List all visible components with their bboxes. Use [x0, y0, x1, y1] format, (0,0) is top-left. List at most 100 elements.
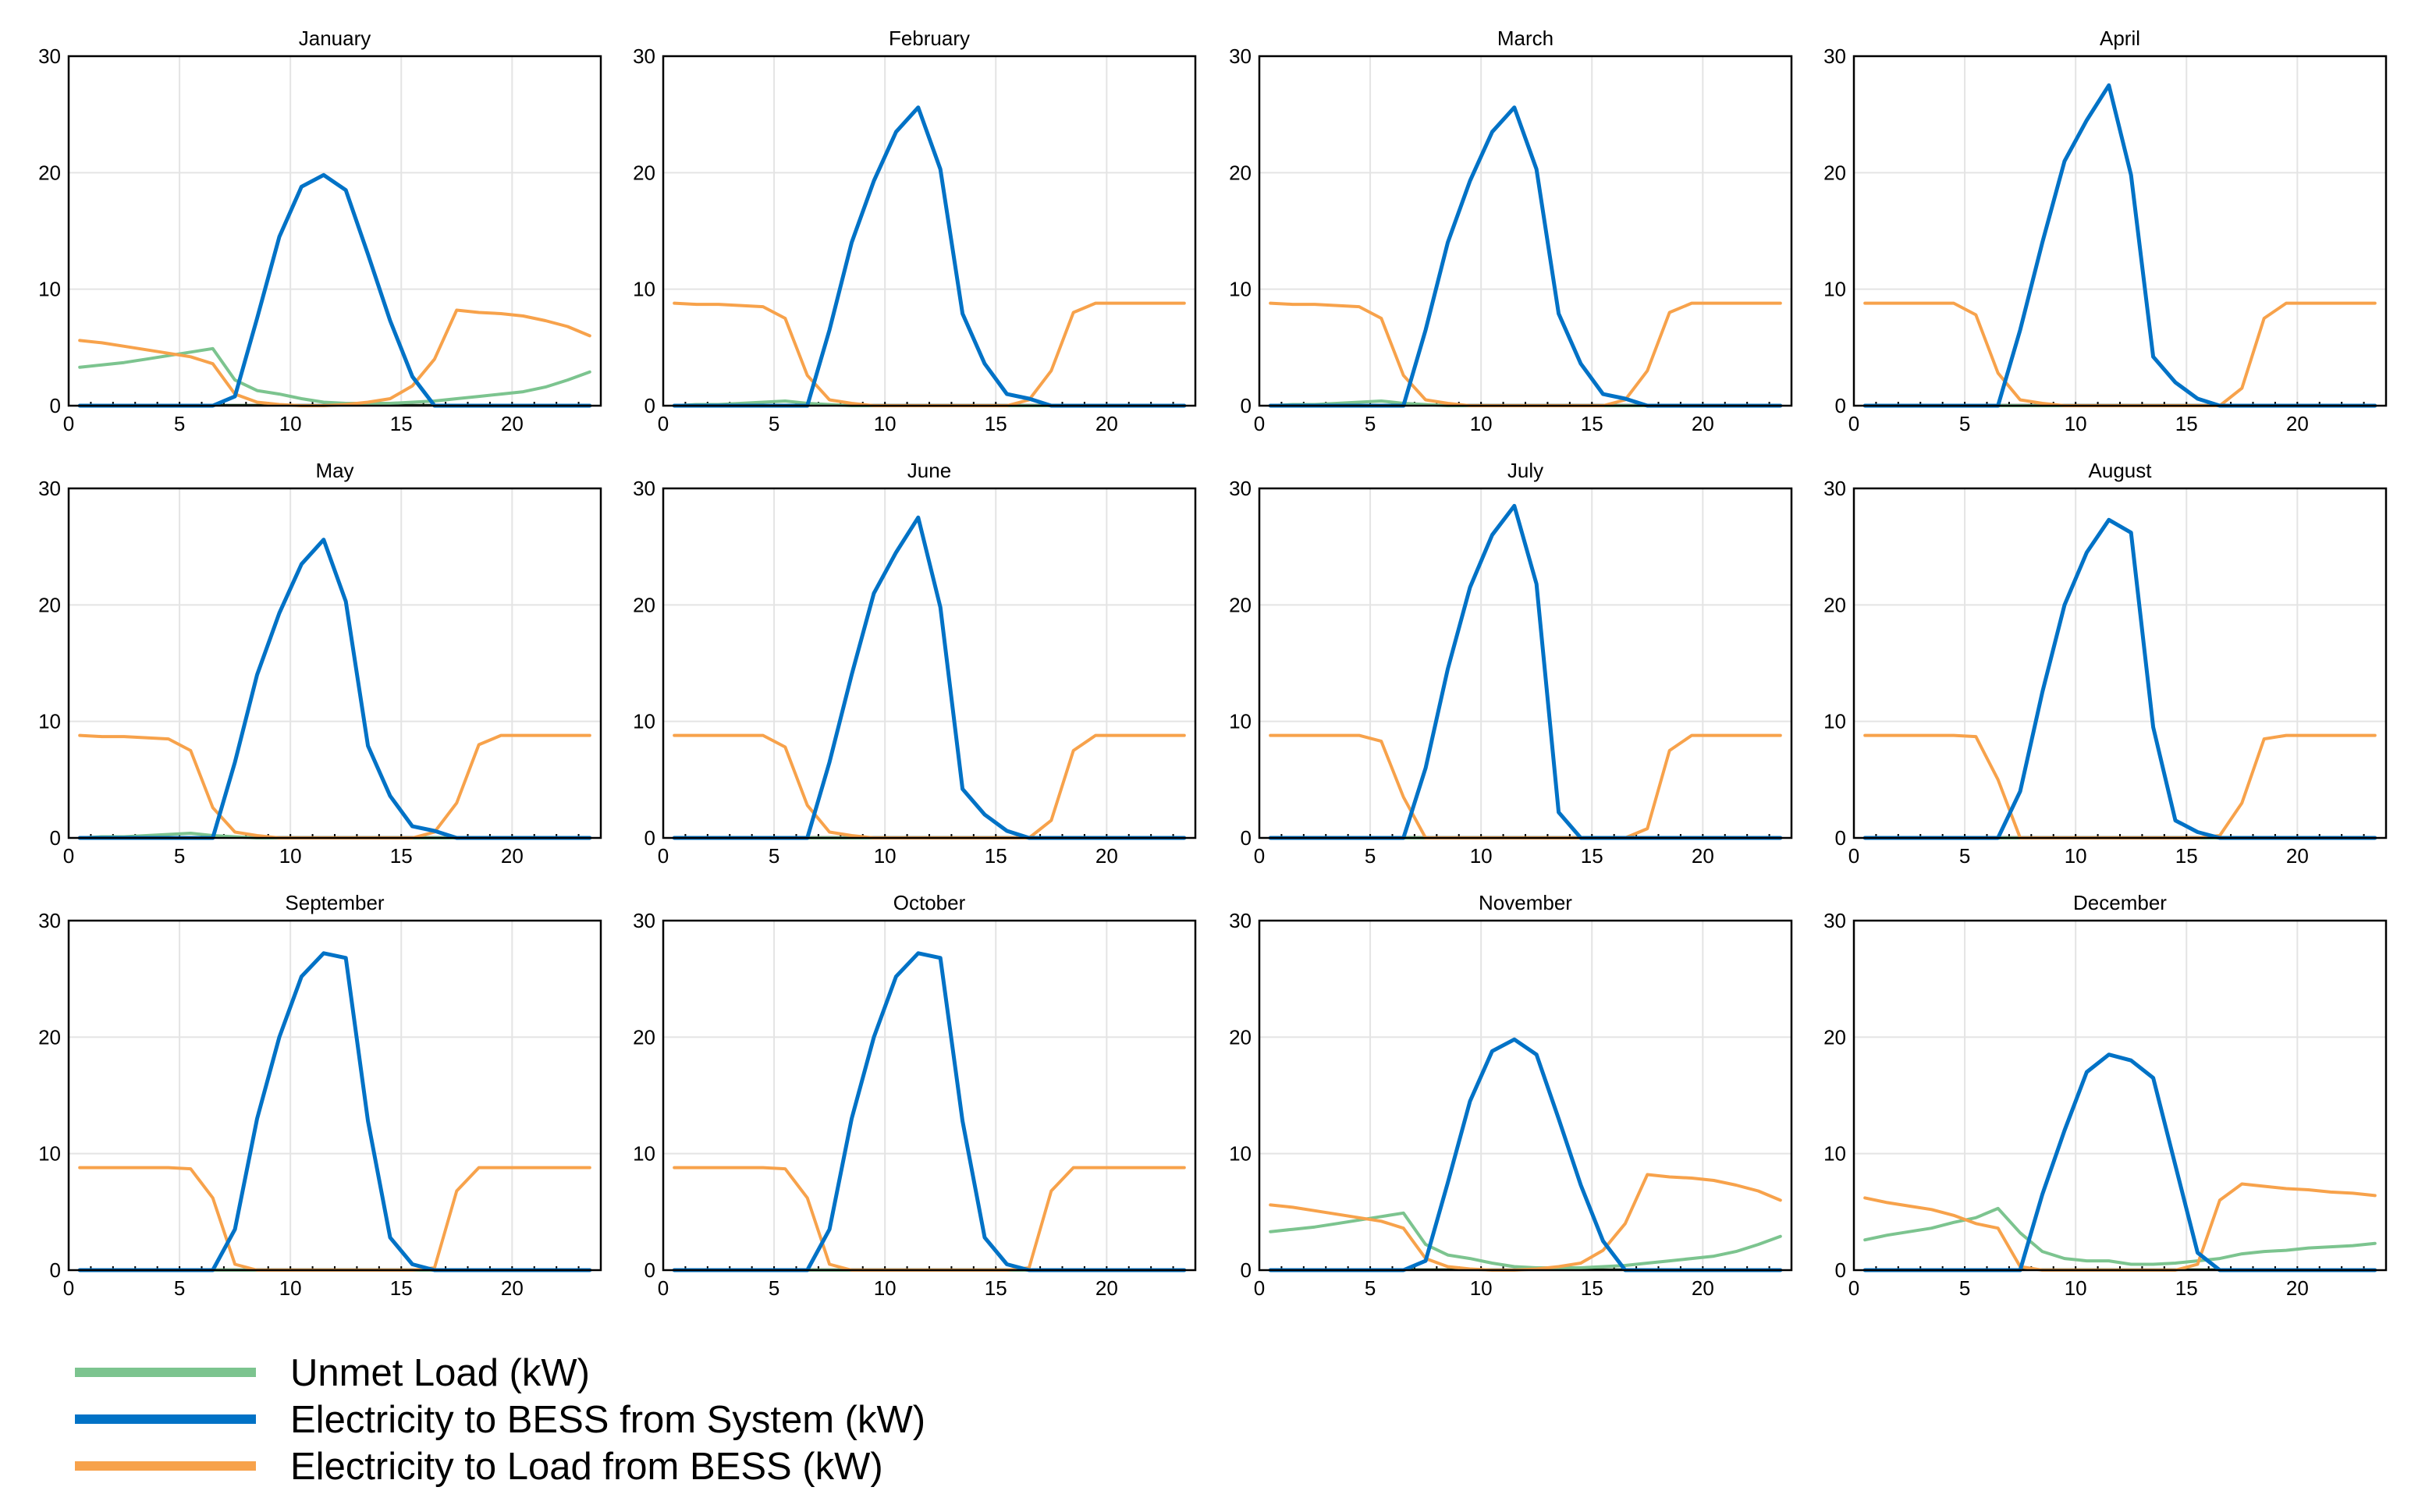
y-tick-label: 10 — [1823, 1142, 1846, 1166]
x-tick-label: 20 — [501, 1276, 524, 1300]
series-line-to-bess — [1862, 517, 2377, 840]
x-tick-label: 5 — [1959, 844, 1970, 868]
series-line-to-bess — [1268, 503, 1783, 840]
x-tick-label: 20 — [1095, 844, 1118, 868]
x-tick-label: 20 — [1095, 1276, 1118, 1300]
y-tick-label: 30 — [1229, 44, 1252, 68]
x-tick-label: 0 — [1254, 1276, 1265, 1300]
panel-title: June — [907, 459, 951, 482]
x-tick-label: 10 — [1470, 844, 1493, 868]
y-tick-label: 0 — [50, 1258, 61, 1282]
series-line-from-bess — [78, 733, 591, 839]
y-tick-label: 30 — [1823, 477, 1846, 500]
series-line-to-bess — [1268, 1037, 1783, 1272]
series-line-unmet-load — [78, 346, 591, 405]
x-tick-label: 20 — [501, 844, 524, 868]
series-line-from-bess — [1269, 301, 1782, 407]
x-tick-label: 5 — [174, 1276, 185, 1300]
legend-item: Electricity to Load from BESS (kW) — [75, 1446, 883, 1488]
x-tick-label: 5 — [1959, 1276, 1970, 1300]
y-tick-label: 0 — [644, 1258, 655, 1282]
y-tick-label: 10 — [633, 710, 655, 733]
y-tick-label: 30 — [1823, 909, 1846, 932]
x-tick-label: 10 — [2065, 1276, 2087, 1300]
plot-frame — [1258, 55, 1793, 407]
chart-panel: March 0 5 10 15 20 0 10 20 30 — [1229, 27, 1793, 435]
series-line-unmet-load — [1863, 1206, 2377, 1266]
panel-title: March — [1497, 27, 1553, 50]
y-tick-label: 20 — [1823, 593, 1846, 616]
plot-frame — [1258, 487, 1793, 839]
x-tick-label: 10 — [2065, 844, 2087, 868]
x-tick-label: 20 — [2286, 1276, 2309, 1300]
series-line-to-bess — [1862, 1052, 2377, 1272]
y-tick-label: 0 — [50, 826, 61, 850]
chart-panel: July 0 5 10 15 20 0 10 20 30 — [1229, 459, 1793, 868]
y-tick-label: 30 — [1229, 909, 1252, 932]
chart-panel: December 0 5 10 15 20 0 10 20 30 — [1823, 891, 2388, 1300]
x-tick-label: 20 — [2286, 412, 2309, 435]
series-line-from-bess — [1863, 301, 2377, 407]
series-line-to-bess — [77, 951, 592, 1272]
series-line-to-bess — [1862, 83, 2377, 408]
x-tick-label: 15 — [1581, 412, 1603, 435]
y-tick-label: 10 — [38, 1142, 61, 1166]
y-tick-label: 10 — [1823, 710, 1846, 733]
y-tick-label: 20 — [38, 161, 61, 184]
x-tick-label: 10 — [874, 412, 897, 435]
series-line-unmet-load — [1269, 1211, 1782, 1269]
y-tick-label: 0 — [1241, 394, 1252, 417]
series-line-to-bess — [672, 105, 1187, 408]
x-tick-label: 5 — [1959, 412, 1970, 435]
plot-frame — [1852, 919, 2388, 1272]
panel-title: December — [2073, 891, 2167, 914]
x-tick-label: 0 — [1254, 844, 1265, 868]
y-tick-label: 30 — [633, 44, 655, 68]
series-line-from-bess — [1863, 733, 2377, 839]
y-tick-label: 10 — [38, 710, 61, 733]
x-tick-label: 20 — [1692, 844, 1714, 868]
y-tick-label: 20 — [1229, 161, 1252, 184]
series-line-to-bess — [672, 515, 1187, 840]
panel-title: August — [2089, 459, 2153, 482]
x-tick-label: 0 — [1848, 844, 1859, 868]
x-tick-label: 20 — [1095, 412, 1118, 435]
y-tick-label: 20 — [633, 593, 655, 616]
x-tick-label: 0 — [658, 412, 669, 435]
chart-panel: January 0 5 10 15 20 0 10 20 30 — [38, 27, 602, 435]
plot-frame — [1258, 919, 1793, 1272]
y-tick-label: 30 — [1823, 44, 1846, 68]
x-tick-label: 20 — [2286, 844, 2309, 868]
y-tick-label: 20 — [633, 1025, 655, 1049]
x-tick-label: 10 — [279, 412, 302, 435]
legend: Unmet Load (kW) Electricity to BESS from … — [75, 1352, 925, 1488]
chart-panels-grid: January 0 5 10 15 20 0 10 20 30 February 0 5 10 15 20 0 1… — [38, 27, 2388, 1300]
legend-item: Electricity to BESS from System (kW) — [75, 1399, 925, 1441]
series-line-to-bess — [77, 538, 592, 840]
x-tick-label: 15 — [390, 1276, 413, 1300]
legend-label: Electricity to BESS from System (kW) — [290, 1399, 925, 1441]
chart-panel: November 0 5 10 15 20 0 10 20 30 — [1229, 891, 1793, 1300]
plot-frame — [67, 487, 602, 839]
y-tick-label: 20 — [1229, 593, 1252, 616]
x-tick-label: 0 — [1848, 412, 1859, 435]
x-tick-label: 15 — [2175, 412, 2198, 435]
series-line-to-bess — [1268, 105, 1783, 408]
plot-frame — [662, 919, 1197, 1272]
panel-title: November — [1479, 891, 1572, 914]
y-tick-label: 0 — [50, 394, 61, 417]
plot-frame — [67, 55, 602, 407]
plot-frame — [662, 487, 1197, 839]
chart-panel: May 0 5 10 15 20 0 10 20 30 — [38, 459, 602, 868]
y-tick-label: 30 — [1229, 477, 1252, 500]
plot-frame — [662, 55, 1197, 407]
y-tick-label: 0 — [1241, 1258, 1252, 1282]
y-tick-label: 20 — [1823, 1025, 1846, 1049]
y-tick-label: 30 — [38, 477, 61, 500]
y-tick-label: 10 — [1823, 278, 1846, 301]
y-tick-label: 20 — [1229, 1025, 1252, 1049]
chart-panel: April 0 5 10 15 20 0 10 20 30 — [1823, 27, 2388, 435]
y-tick-label: 0 — [644, 826, 655, 850]
y-tick-label: 0 — [1241, 826, 1252, 850]
